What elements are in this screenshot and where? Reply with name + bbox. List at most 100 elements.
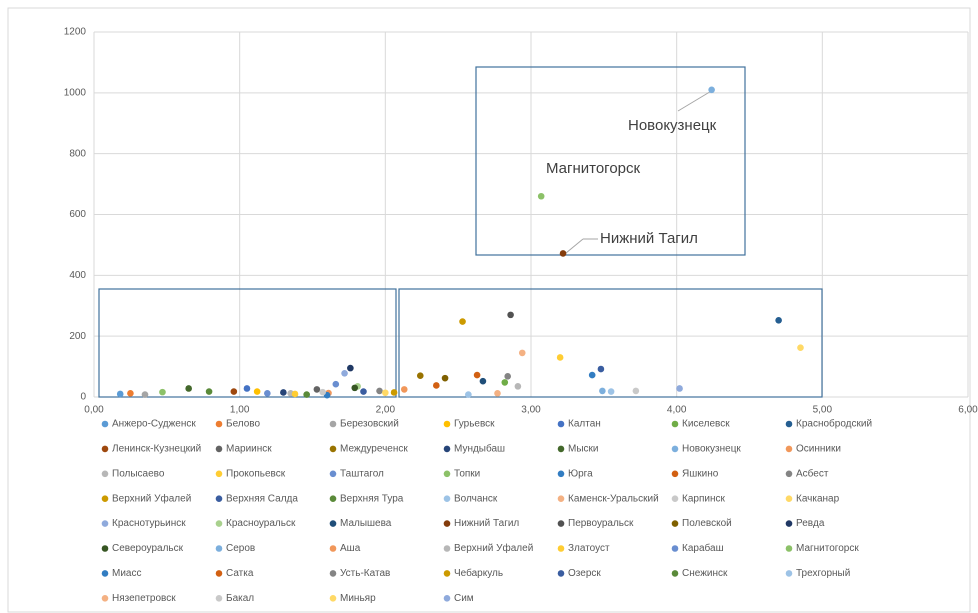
x-tick-label: 3,00	[521, 405, 541, 416]
legend-label: Златоуст	[568, 543, 610, 554]
legend-label: Красноуральск	[226, 518, 296, 529]
point	[360, 388, 367, 395]
legend-label: Сатка	[226, 568, 254, 579]
legend-label: Волчанск	[454, 493, 498, 504]
legend-marker	[329, 570, 337, 577]
legend-label: Березовский	[340, 419, 399, 430]
point	[479, 377, 487, 385]
point	[599, 387, 606, 395]
legend-marker	[785, 545, 793, 552]
point	[433, 382, 440, 389]
point	[400, 386, 408, 393]
point	[141, 391, 149, 398]
legend-label: Ревда	[796, 518, 825, 529]
leader-line	[677, 89, 714, 112]
legend-marker	[215, 570, 223, 577]
highlight-box	[398, 288, 823, 398]
highlight-box	[98, 288, 397, 398]
legend-marker	[443, 420, 451, 428]
point	[494, 390, 501, 397]
legend-marker	[101, 520, 109, 527]
point	[518, 349, 526, 357]
legend-label: Снежинск	[682, 568, 728, 579]
legend-marker	[557, 420, 565, 428]
legend-marker	[329, 595, 337, 602]
point	[537, 192, 545, 200]
legend-marker	[101, 470, 109, 478]
point	[243, 385, 251, 392]
annotation: Магнитогорск	[546, 160, 641, 177]
legend-marker	[443, 495, 451, 503]
legend-marker	[785, 445, 793, 453]
legend-marker	[215, 445, 223, 453]
legend-label: Сим	[454, 593, 474, 604]
legend-marker	[215, 595, 223, 602]
legend-label: Нижний Тагил	[454, 518, 519, 529]
legend-label: Верхний Уфалей	[454, 542, 533, 554]
legend-label: Мариинск	[226, 444, 272, 455]
legend-marker	[557, 570, 565, 577]
legend-label: Трехгорный	[796, 568, 850, 579]
legend-label: Яшкино	[682, 468, 719, 479]
point	[205, 388, 213, 395]
legend-label: Киселевск	[682, 419, 730, 430]
leader-line	[565, 238, 584, 254]
legend-label: Верхний Уфалей	[112, 492, 191, 504]
legend-marker	[557, 470, 565, 478]
legend-label: Юрга	[568, 468, 593, 479]
legend-label: Топки	[454, 468, 480, 479]
point	[797, 344, 804, 352]
legend-marker	[329, 495, 337, 503]
point	[559, 250, 567, 257]
x-tick-label: 0,00	[84, 405, 104, 416]
x-tick-label: 5,00	[813, 405, 833, 416]
legend-marker	[329, 470, 337, 478]
legend-label: Прокопьевск	[226, 468, 286, 479]
point	[319, 388, 326, 396]
legend-label: Верхняя Салда	[226, 493, 298, 504]
point	[159, 388, 166, 396]
legend-marker	[557, 495, 565, 503]
legend-marker	[101, 545, 109, 552]
point	[116, 390, 124, 398]
point	[347, 364, 354, 372]
legend-label: Каменск-Уральский	[568, 493, 659, 504]
legend-marker	[443, 570, 451, 577]
point	[280, 389, 287, 396]
legend-label: Краснобродский	[796, 418, 872, 430]
legend-label: Карпинск	[682, 493, 725, 504]
y-tick-label: 400	[69, 270, 86, 281]
point	[501, 379, 509, 386]
legend-marker	[329, 520, 337, 527]
legend-label: Североуральск	[112, 543, 184, 554]
legend-marker	[557, 445, 565, 453]
point	[185, 385, 192, 392]
legend-marker	[671, 545, 679, 552]
legend-label: Миасс	[112, 568, 141, 579]
point	[341, 369, 348, 377]
point	[332, 380, 340, 388]
legend-marker	[785, 420, 793, 428]
point	[253, 388, 261, 395]
point	[390, 389, 398, 396]
legend-marker	[101, 570, 109, 577]
legend-marker	[671, 495, 679, 503]
point	[556, 354, 564, 361]
point	[465, 391, 472, 398]
point	[376, 387, 383, 395]
legend-marker	[785, 470, 793, 478]
legend-label: Озерск	[568, 568, 601, 579]
point	[441, 374, 449, 382]
legend-marker	[215, 495, 223, 503]
legend-marker	[329, 545, 337, 552]
point	[588, 371, 596, 379]
legend-label: Полысаево	[112, 468, 165, 479]
legend-marker	[671, 445, 679, 453]
legend-marker	[443, 545, 451, 552]
x-tick-label: 2,00	[376, 405, 396, 416]
legend-marker	[671, 470, 679, 478]
legend-marker	[215, 420, 223, 428]
y-tick-label: 0	[80, 392, 86, 403]
point	[708, 86, 715, 94]
legend-marker	[785, 495, 793, 503]
